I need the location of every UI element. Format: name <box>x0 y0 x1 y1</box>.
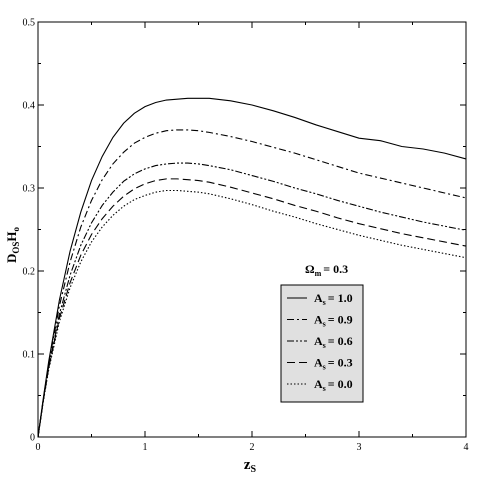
legend-label-sub-3: s <box>323 363 326 372</box>
y-tick-label-1: 0.1 <box>23 350 36 361</box>
y-axis-label-main: D <box>4 254 19 263</box>
legend-label-4: As = 0.0 <box>314 377 353 393</box>
legend-label-sub-2: s <box>323 341 326 350</box>
x-axis-label: zS <box>244 457 257 475</box>
series-line-1 <box>37 129 467 438</box>
y-tick-label-0: 0 <box>30 433 35 444</box>
legend-label-value-0: = 1.0 <box>328 291 353 305</box>
y-axis-label-sub2: o <box>11 226 21 231</box>
series-line-4 <box>37 189 467 438</box>
legend-label-sub-4: s <box>323 384 326 393</box>
x-tick-label-0: 0 <box>36 442 41 453</box>
x-tick-label-1: 1 <box>143 442 148 453</box>
legend-label-main-1: A <box>314 313 323 327</box>
legend-title-value: = 0.3 <box>323 262 348 276</box>
x-tick-label-3: 3 <box>357 442 362 453</box>
legend-label-value-1: = 0.9 <box>328 313 353 327</box>
y-tick-label-5: 0.5 <box>23 18 36 29</box>
x-axis-label-main: z <box>244 457 251 473</box>
series-line-0 <box>37 97 467 438</box>
series-layer <box>37 97 467 438</box>
y-axis-label: DOSHo <box>4 226 21 263</box>
x-axis-label-sub: S <box>251 464 257 475</box>
legend-label-sub-1: s <box>323 320 326 329</box>
legend-label-2: As = 0.6 <box>314 334 353 350</box>
y-axis-label-sub1: OS <box>11 242 21 254</box>
legend-label-0: As = 1.0 <box>314 291 353 307</box>
series-line-2 <box>37 162 467 438</box>
legend-label-main-4: A <box>314 377 323 391</box>
legend-label-value-3: = 0.3 <box>328 356 353 370</box>
legend-label-3: As = 0.3 <box>314 356 353 372</box>
legend-label-main-0: A <box>314 291 323 305</box>
x-tick-label-2: 2 <box>250 442 255 453</box>
y-axis-label-mid: H <box>4 231 19 241</box>
legend-title-sub: m <box>315 269 322 278</box>
series-line-3 <box>37 178 467 438</box>
legend-label-sub-0: s <box>323 298 326 307</box>
legend-label-1: As = 0.9 <box>314 313 353 329</box>
y-tick-label-4: 0.4 <box>23 101 36 112</box>
legend-label-value-4: = 0.0 <box>328 377 353 391</box>
legend-layer: As = 1.0As = 0.9As = 0.6As = 0.3As = 0.0 <box>287 291 353 393</box>
legend-label-value-2: = 0.6 <box>328 334 353 348</box>
legend-box <box>280 284 364 403</box>
legend-label-main-3: A <box>314 356 323 370</box>
legend-label-main-2: A <box>314 334 323 348</box>
legend-title: Ωm = 0.3 <box>305 262 348 278</box>
x-tick-label-4: 4 <box>464 442 469 453</box>
ticks-layer: 0 1 2 3 4 0 0.1 0.2 0.3 0.4 0.5 <box>23 18 469 454</box>
legend-title-main: Ω <box>305 262 315 276</box>
y-tick-label-3: 0.3 <box>23 184 36 195</box>
y-tick-label-2: 0.2 <box>23 267 36 278</box>
